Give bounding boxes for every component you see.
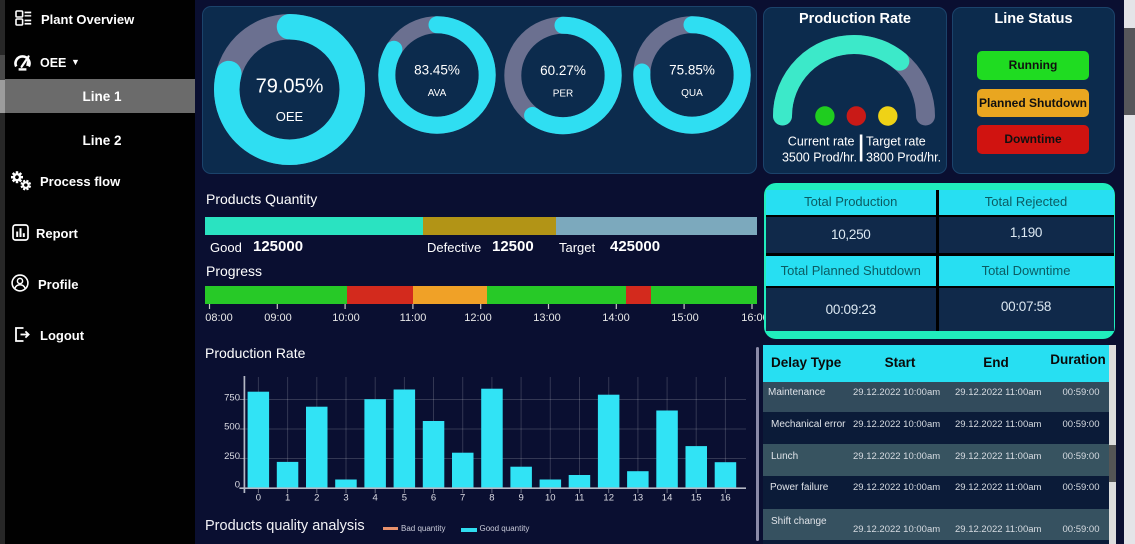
svg-text:16:00: 16:00 bbox=[741, 312, 769, 324]
svg-text:11: 11 bbox=[575, 492, 585, 503]
svg-text:10: 10 bbox=[545, 492, 556, 503]
svg-text:OEE: OEE bbox=[276, 109, 304, 124]
svg-text:QUA: QUA bbox=[681, 88, 703, 99]
svg-text:0: 0 bbox=[256, 492, 261, 503]
svg-text:83.45%: 83.45% bbox=[414, 63, 460, 78]
svg-text:1: 1 bbox=[285, 492, 290, 503]
svg-text:60.27%: 60.27% bbox=[540, 63, 586, 78]
svg-text:4: 4 bbox=[373, 492, 378, 503]
svg-text:3: 3 bbox=[343, 492, 348, 503]
svg-text:750: 750 bbox=[224, 393, 240, 404]
svg-text:AVA: AVA bbox=[428, 88, 447, 99]
svg-text:75.85%: 75.85% bbox=[669, 63, 715, 78]
svg-text:15: 15 bbox=[691, 492, 702, 503]
svg-text:08:00: 08:00 bbox=[205, 312, 233, 324]
svg-text:250: 250 bbox=[224, 451, 240, 462]
svg-text:79.05%: 79.05% bbox=[256, 76, 324, 98]
svg-text:5: 5 bbox=[402, 492, 407, 503]
svg-text:0: 0 bbox=[235, 480, 240, 491]
svg-text:9: 9 bbox=[518, 492, 523, 503]
svg-text:09:00: 09:00 bbox=[264, 312, 292, 324]
svg-text:13:00: 13:00 bbox=[533, 312, 561, 324]
svg-text:500: 500 bbox=[224, 422, 240, 433]
svg-text:3500 Prod/hr.: 3500 Prod/hr. bbox=[782, 151, 857, 165]
svg-text:13: 13 bbox=[633, 492, 644, 503]
svg-text:PER: PER bbox=[553, 89, 574, 100]
svg-text:12:00: 12:00 bbox=[464, 312, 492, 324]
svg-text:15:00: 15:00 bbox=[671, 312, 699, 324]
svg-text:14:00: 14:00 bbox=[602, 312, 630, 324]
svg-text:3800 Prod/hr.: 3800 Prod/hr. bbox=[866, 151, 941, 165]
svg-text:8: 8 bbox=[489, 492, 494, 503]
svg-text:Target rate: Target rate bbox=[866, 135, 926, 149]
svg-text:10:00: 10:00 bbox=[332, 312, 360, 324]
svg-text:2: 2 bbox=[314, 492, 319, 503]
svg-text:11:00: 11:00 bbox=[400, 312, 427, 324]
svg-text:Current rate: Current rate bbox=[788, 135, 855, 149]
svg-text:12: 12 bbox=[603, 492, 614, 503]
svg-text:16: 16 bbox=[720, 492, 731, 503]
svg-text:7: 7 bbox=[460, 492, 465, 503]
svg-text:6: 6 bbox=[431, 492, 436, 503]
svg-text:14: 14 bbox=[662, 492, 673, 503]
